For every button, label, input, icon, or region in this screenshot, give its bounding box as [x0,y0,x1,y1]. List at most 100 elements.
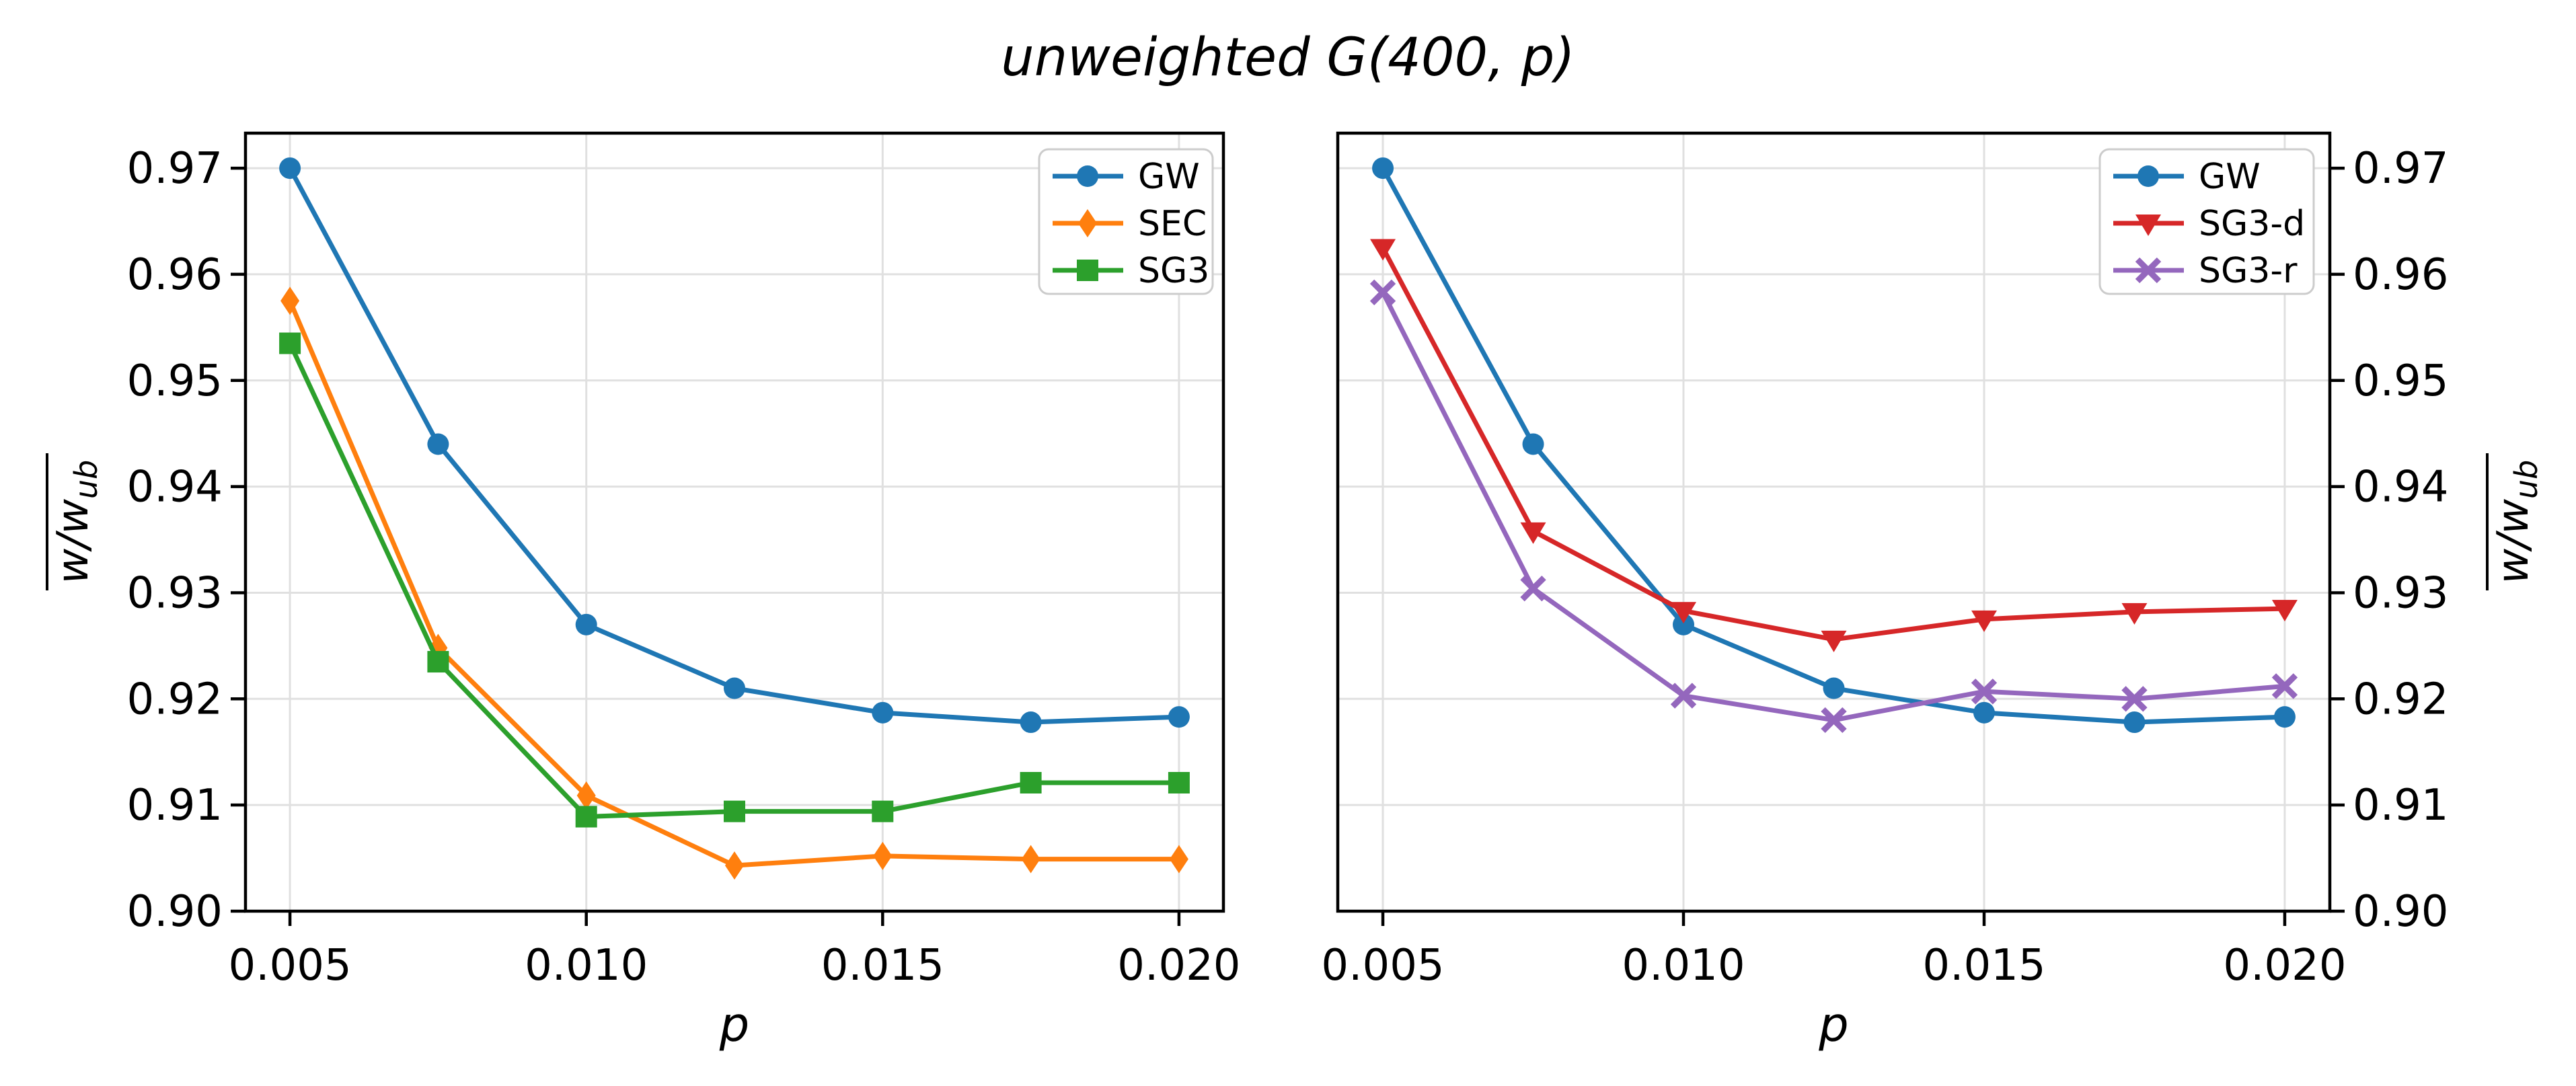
x-tick-label: 0.020 [1117,941,1240,991]
marker-triangle-down [1971,610,1997,632]
marker-circle [1077,165,1098,187]
y-tick-label: 0.96 [127,250,223,300]
marker-circle [1973,701,1995,724]
marker-circle [724,677,745,699]
marker-x [2121,686,2148,712]
y-axis-label: w/wub [48,460,104,584]
legend-item-SG3-d: SG3-d [2113,204,2305,244]
marker-x [2271,673,2298,699]
marker-square [1077,260,1098,281]
marker-circle [1673,613,1695,635]
legend-label: GW [2199,157,2261,197]
y-tick-label: 0.94 [2353,463,2449,512]
x-tick-label: 0.015 [1922,941,2045,991]
marker-circle [2273,706,2296,728]
legend-item-GW: GW [2113,157,2261,197]
y-tick-label: 0.94 [127,463,223,512]
x-tick-label: 0.020 [2223,941,2346,991]
axes-spines [1336,131,2332,913]
marker-circle [2137,165,2159,187]
y-axis-label-group: w/wub [46,453,104,590]
marker-triangle-down [1370,239,1396,261]
marker-x [1369,279,1396,305]
legend-label: SG3-r [2199,251,2298,291]
marker-diamond [1021,845,1040,874]
y-tick-label: 0.90 [2353,887,2449,937]
marker-circle [1372,157,1394,180]
x-tick-label: 0.010 [1622,941,1745,991]
series-GW [279,157,1190,734]
legend: GW SG3-d SG3-r [2098,148,2315,295]
marker-circle [1020,711,1042,734]
marker-square [872,800,894,822]
marker-diamond [280,286,300,315]
panel-left: 0.005 0.010 0.015 0.020 0.90 0.91 0.92 0.93 0.94… [46,131,1241,1052]
y-tick-label: 0.97 [2353,144,2449,194]
legend: GW SEC SG3 [1038,148,1214,295]
legend-item-SG3: SG3 [1053,251,1209,291]
y-tick-label: 0.92 [2353,674,2449,724]
x-tick-label: 0.005 [1321,941,1444,991]
marker-circle [2123,711,2146,734]
x-axis-label: p [719,997,749,1052]
marker-diamond [873,841,893,870]
marker-circle [575,613,597,635]
legend-label: SG3 [1138,251,1209,291]
series-SG3-r [1369,279,2298,734]
axes-spines [243,131,1225,913]
marker-triangle-down [2121,603,2148,625]
marker-circle [279,157,301,180]
marker-triangle-down [1821,630,1847,652]
marker-triangle-down [2271,600,2298,622]
y-axis-label: w/wub [2489,460,2544,584]
y-tick-label: 0.91 [127,781,223,830]
marker-square [427,651,449,673]
marker-x [1520,575,1546,602]
legend-item-SEC: SEC [1053,204,1207,244]
marker-triangle-down [1671,602,1697,624]
marker-x [1821,707,1847,734]
y-tick-label: 0.95 [127,356,223,406]
marker-square [1020,772,1042,794]
legend-label: SEC [1138,204,1207,244]
marker-square [575,806,597,828]
y-tick-label: 0.92 [127,674,223,724]
marker-triangle-down [2135,215,2161,236]
y-tick-label: 0.90 [127,887,223,937]
marker-circle [872,701,894,724]
legend-item-GW: GW [1053,157,1200,197]
marker-x [1971,678,1998,705]
marker-square [724,800,745,822]
x-tick-label: 0.010 [525,941,648,991]
marker-circle [427,433,449,455]
marker-circle [1823,677,1845,699]
series-SG3-d [1370,239,2298,652]
marker-triangle-down [1520,522,1546,544]
marker-diamond [1169,845,1188,874]
y-tick-label: 0.96 [2353,250,2449,300]
x-tick-label: 0.015 [821,941,944,991]
marker-x [1670,683,1697,709]
y-tick-label: 0.91 [2353,781,2449,830]
marker-diamond [576,781,596,810]
y-tick-label: 0.95 [2353,356,2449,406]
marker-square [279,332,301,354]
marker-diamond [725,851,744,880]
marker-square [1168,772,1190,794]
marker-x [2135,257,2162,284]
series-SEC [280,286,1188,880]
legend-label: GW [1138,157,1200,197]
y-axis-label-group: w/wub [2486,453,2544,590]
y-tick-label: 0.93 [2353,568,2449,618]
y-tick-label: 0.93 [127,568,223,618]
figure-title: unweighted G(400, p) [1001,28,1575,88]
x-axis-label: p [1818,997,1848,1052]
y-tick-label: 0.97 [127,144,223,194]
series-line-SG3-d [1380,245,2287,642]
series-SG3 [279,332,1190,828]
series-GW [1372,157,2296,734]
marker-circle [1168,706,1190,728]
legend-label: SG3-d [2199,204,2305,244]
legend-item-SG3-r: SG3-r [2113,251,2298,291]
